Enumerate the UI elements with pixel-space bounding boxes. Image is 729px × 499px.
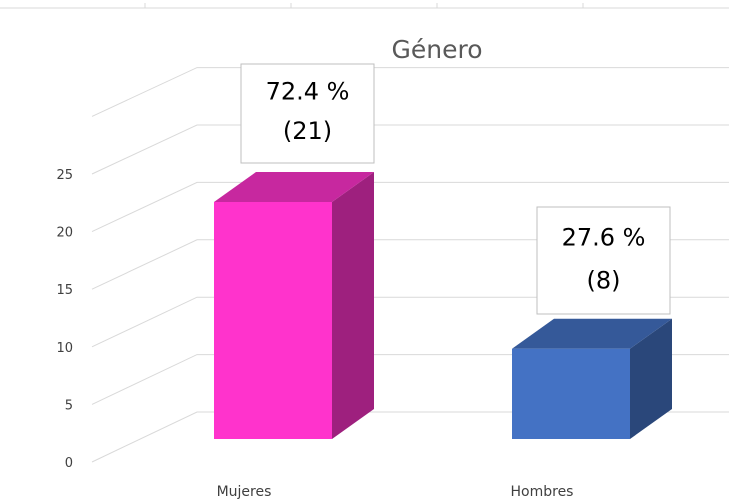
y-tick-label: 5	[65, 398, 73, 413]
top-border	[0, 3, 729, 9]
gridline	[91, 181, 729, 233]
y-tick-label: 20	[56, 226, 73, 241]
data-label-percent: 72.4 %	[266, 78, 350, 106]
y-axis: 0 5 10 15 20 25	[56, 168, 73, 471]
y-tick-label: 15	[56, 283, 73, 298]
data-label-box	[536, 206, 671, 315]
bar-side	[332, 172, 374, 439]
data-label-percent: 27.6 %	[562, 224, 646, 252]
bars	[214, 172, 672, 439]
gridline	[91, 67, 729, 117]
bar-hombres	[512, 348, 630, 439]
bar-mujeres	[214, 202, 332, 439]
y-tick-label: 10	[56, 341, 73, 356]
bar-top	[512, 318, 672, 349]
data-label-box	[240, 63, 375, 164]
chart-title: Género	[391, 35, 482, 64]
data-label-count: (8)	[587, 266, 621, 294]
gridline	[91, 124, 729, 175]
y-tick-label: 25	[56, 168, 73, 183]
x-tick-label: Mujeres	[217, 484, 272, 499]
bar-side	[630, 318, 672, 439]
y-tick-label: 0	[65, 456, 73, 471]
x-axis: Mujeres Hombres	[217, 484, 574, 499]
data-labels: 72.4 % (21) 27.6 % (8)	[240, 63, 671, 315]
x-tick-label: Hombres	[511, 484, 574, 499]
bar-top	[214, 172, 374, 202]
data-label-count: (21)	[283, 117, 332, 145]
